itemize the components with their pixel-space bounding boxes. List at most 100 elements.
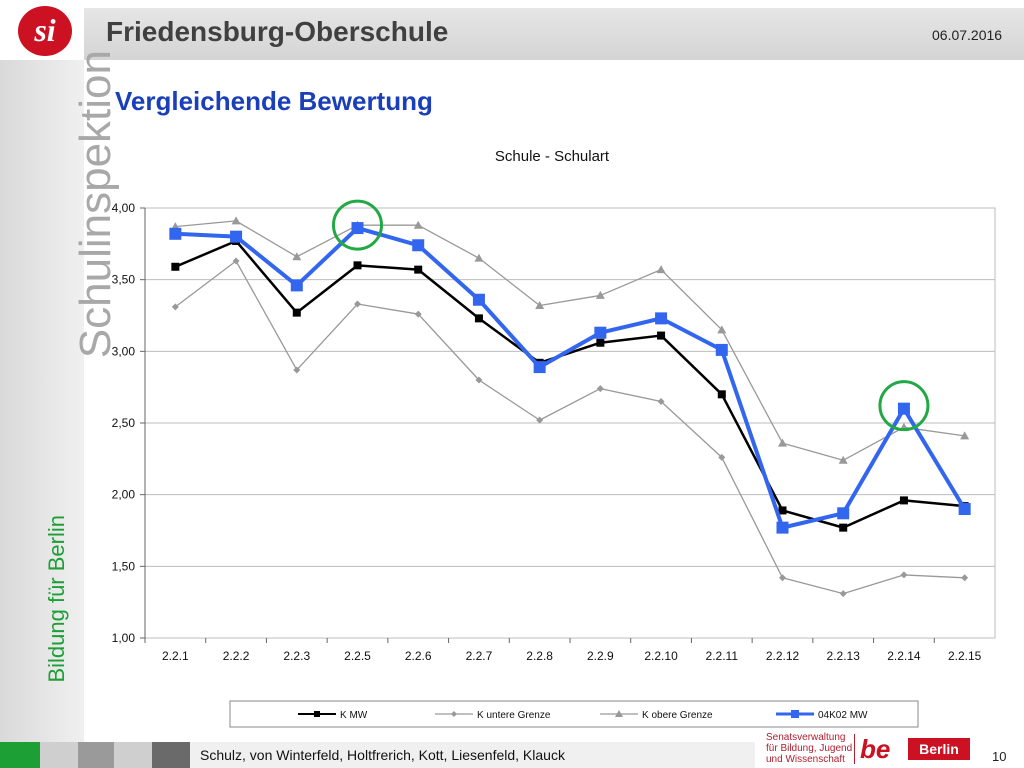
data-point [231,216,241,225]
footer-color-blocks [0,742,190,768]
x-tick-label: 2.2.12 [766,649,800,663]
legend-label: K MW [340,710,368,721]
data-point [533,361,546,374]
y-tick-label: 3,50 [112,273,136,287]
data-point [171,303,179,311]
highlight-circle [878,380,930,432]
data-point [596,385,604,393]
legend-items: K MW K untere Grenze K obere Grenze 04K02 M… [298,710,868,721]
slide-title: Vergleichende Bewertung [115,86,433,116]
data-point [897,402,910,415]
data-point [958,503,971,515]
data-point [899,496,908,505]
y-tick-label: 1,50 [112,559,136,573]
legend-item: K untere Grenze [435,710,551,721]
line-chart: Schule - Schulart 1,00 1,50 2,00 2,50 3,00 3,… [112,148,996,728]
data-point [292,252,302,261]
data-point [595,290,605,299]
legend-item: K obere Grenze [600,710,713,721]
data-point [778,506,787,515]
y-tick-label: 3,00 [112,344,136,358]
data-point [961,574,969,582]
berlin-badge: Berlin [908,738,970,760]
series-k-obere-grenze [170,216,970,464]
data-point [354,300,361,308]
data-point [230,230,243,243]
data-point [839,590,847,598]
grid [145,207,995,639]
school-title: Friedensburg-Oberschule [106,16,449,47]
data-point [474,314,483,323]
header-band [84,8,1024,60]
data-point [596,338,605,347]
legend-swatch-marker [451,711,457,717]
data-point [657,331,666,340]
data-point [232,257,240,265]
logo-text: si [34,12,56,48]
data-point [475,376,483,384]
data-point [838,455,848,464]
sidebar-band [0,60,84,742]
x-tick-label: 2.2.5 [344,649,371,663]
si-logo-icon: si [18,6,72,56]
legend-label: K obere Grenze [642,710,713,721]
x-tick-label: 2.2.7 [466,649,493,663]
data-point [717,390,726,399]
data-point [536,416,544,424]
institution-name: Senatsverwaltung für Bildung, Jugend und… [766,732,853,765]
data-point [414,265,423,274]
legend-swatch-marker [314,711,320,717]
data-point [717,325,727,334]
legend-swatch-marker [615,710,623,717]
x-tick-label: 2.2.13 [827,649,861,663]
series-line [175,226,967,530]
data-point [837,507,850,520]
data-point [413,220,423,229]
data-point [412,239,425,252]
series-layer [169,216,971,598]
data-point [655,312,668,325]
x-tick-label: 2.2.6 [405,649,432,663]
data-point [715,343,728,356]
data-point [292,308,301,317]
data-point [960,431,970,440]
highlight-markers [332,199,930,432]
chart-title: Schule - Schulart [495,148,610,165]
logo-area: si [0,0,84,60]
y-tick-label: 2,00 [112,488,136,502]
data-point [657,398,665,405]
logo-divider [854,734,855,764]
vertical-subtitle: Bildung für Berlin [44,515,69,683]
data-point [594,326,607,339]
legend-swatch-marker [791,710,799,718]
x-tick-label: 2.2.3 [283,649,310,663]
data-point [414,310,422,318]
x-axis: 2.2.1 2.2.2 2.2.3 2.2.5 2.2.6 2.2.7 2.2.8 2.2.9… [144,208,982,663]
y-axis: 1,00 1,50 2,00 2,50 3,00 3,50 4,00 [112,201,145,645]
legend-item: 04K02 MW [776,710,868,721]
x-tick-label: 2.2.15 [948,649,982,663]
data-point [293,366,301,374]
slide-date: 06.07.2016 [932,27,1003,43]
x-tick-label: 2.2.8 [526,649,553,663]
series-line [174,239,965,529]
page-number: 10 [992,749,1007,764]
legend-label: 04K02 MW [818,710,868,721]
y-tick-label: 4,00 [112,201,136,215]
data-point [171,262,180,271]
x-tick-label: 2.2.2 [223,649,250,663]
y-tick-label: 1,00 [112,631,136,645]
be-berlin-logo-icon: be [860,734,891,764]
footer-authors: Schulz, von Winterfeld, Holtfrerich, Kot… [200,747,565,763]
data-point [535,300,545,309]
data-point [778,438,787,447]
x-tick-label: 2.2.14 [887,649,921,663]
legend-item: K MW [298,710,368,721]
legend-label: K untere Grenze [477,710,551,721]
series-k-untere-grenze [171,257,969,598]
data-point [351,222,364,235]
institution-logo: Senatsverwaltung für Bildung, Jugend und… [760,730,980,768]
x-tick-label: 2.2.9 [587,649,614,663]
x-tick-label: 2.2.11 [706,649,739,663]
series-line [175,220,965,461]
